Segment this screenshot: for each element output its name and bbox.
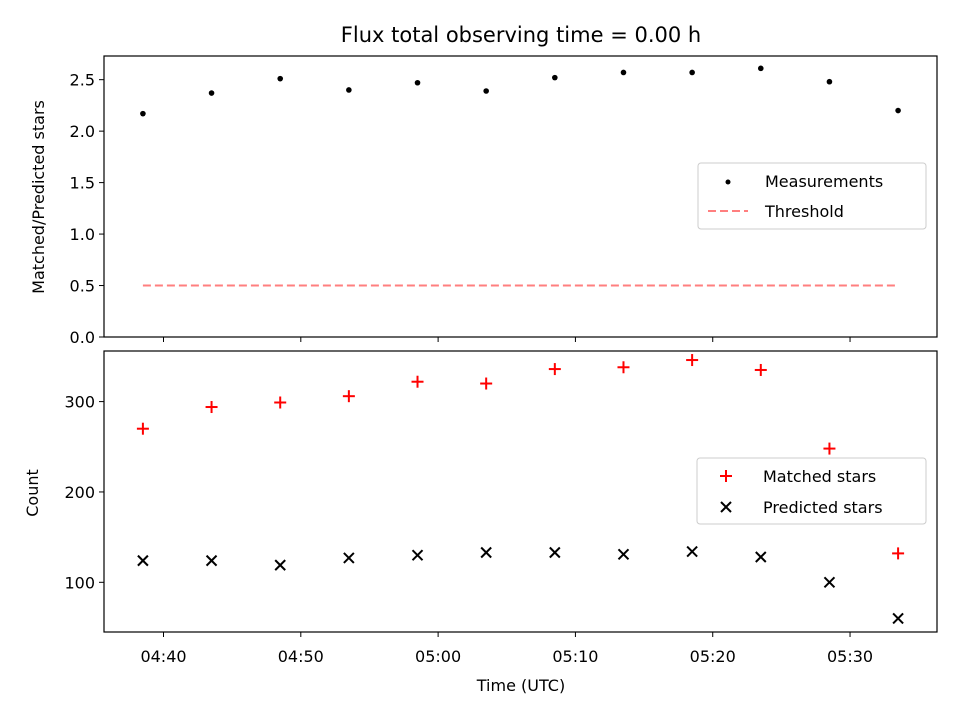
matched-stars-point bbox=[548, 363, 561, 376]
legend-matched-label: Matched stars bbox=[763, 467, 876, 486]
bottom-x-tick-label: 04:40 bbox=[140, 647, 186, 666]
bottom-y-tick-label: 300 bbox=[64, 393, 95, 412]
top-y-axis-label: Matched/Predicted stars bbox=[29, 100, 48, 294]
bottom-legend: Matched stars Predicted stars bbox=[696, 457, 927, 525]
predicted-stars-point bbox=[823, 576, 836, 589]
top-y-tick-label: 1.5 bbox=[70, 174, 95, 193]
top-y-tick-label: 2.5 bbox=[70, 71, 95, 90]
legend-measurements-label: Measurements bbox=[765, 172, 883, 191]
top-y-tick-label: 2.0 bbox=[70, 122, 95, 141]
bottom-x-tick-label: 05:10 bbox=[552, 647, 598, 666]
bottom-x-tick-label: 05:00 bbox=[415, 647, 461, 666]
bottom-x-tick-label: 05:30 bbox=[827, 647, 873, 666]
bottom-panel: 100 200 300 04:40 04:50 05:00 05:10 05:20 05:30 bbox=[64, 350, 938, 666]
bottom-y-tick-label: 200 bbox=[64, 483, 95, 502]
bottom-x-tick-label: 04:50 bbox=[278, 647, 324, 666]
measurement-point bbox=[208, 90, 215, 96]
matched-stars-point bbox=[480, 377, 493, 390]
matched-stars-point bbox=[754, 363, 767, 376]
matched-stars-point bbox=[411, 375, 424, 388]
measurement-point bbox=[895, 107, 901, 114]
measurement-point bbox=[620, 69, 627, 76]
top-y-tick-label: 0.5 bbox=[70, 277, 95, 296]
measurement-point bbox=[277, 75, 284, 82]
matched-stars-point bbox=[205, 401, 218, 414]
top-panel: 0.0 0.5 1.0 1.5 2.0 2.5 bbox=[70, 55, 938, 347]
measurement-point bbox=[757, 65, 764, 72]
x-axis-label: Time (UTC) bbox=[476, 676, 565, 695]
top-legend-box bbox=[697, 162, 927, 230]
matched-stars-point bbox=[686, 354, 699, 367]
matched-stars-point bbox=[617, 361, 630, 374]
measurement-point bbox=[414, 79, 421, 86]
measurement-point bbox=[483, 88, 489, 94]
predicted-stars-point bbox=[892, 612, 904, 625]
legend-measurements-marker bbox=[725, 179, 731, 185]
predicted-stars-point bbox=[549, 546, 561, 559]
predicted-stars-point bbox=[137, 554, 149, 567]
top-axes-frame bbox=[103, 55, 938, 338]
measurement-point bbox=[552, 74, 558, 81]
predicted-stars-point bbox=[343, 552, 355, 564]
matched-stars-point bbox=[823, 442, 836, 455]
matched-stars-point bbox=[274, 396, 287, 409]
bottom-y-tick-label: 100 bbox=[64, 573, 95, 592]
measurement-point bbox=[140, 110, 146, 117]
predicted-stars-point bbox=[617, 548, 630, 561]
bottom-x-tick-label: 05:20 bbox=[690, 647, 736, 666]
predicted-stars-point bbox=[755, 551, 767, 563]
top-y-tick-label: 1.0 bbox=[70, 225, 95, 244]
measurement-point bbox=[346, 87, 352, 93]
top-y-tick-label: 0.0 bbox=[70, 328, 95, 347]
measurement-point bbox=[826, 78, 833, 85]
matched-stars-point bbox=[342, 390, 355, 403]
legend-predicted-marker bbox=[720, 501, 732, 513]
measurement-point bbox=[689, 69, 695, 76]
matched-stars-point bbox=[892, 547, 905, 560]
legend-predicted-label: Predicted stars bbox=[763, 498, 883, 517]
legend-threshold-label: Threshold bbox=[764, 202, 844, 221]
bottom-y-axis-label: Count bbox=[23, 469, 42, 517]
legend-matched-marker bbox=[720, 470, 732, 482]
predicted-stars-point bbox=[205, 554, 218, 567]
predicted-stars-point bbox=[411, 549, 424, 561]
predicted-stars-point bbox=[274, 559, 286, 571]
predicted-stars-point bbox=[480, 546, 492, 559]
top-legend: Measurements Threshold bbox=[697, 162, 927, 230]
predicted-stars-point bbox=[686, 545, 698, 558]
chart-title: Flux total observing time = 0.00 h bbox=[341, 23, 701, 47]
bottom-legend-box bbox=[696, 457, 927, 525]
matched-stars-point bbox=[136, 422, 149, 435]
